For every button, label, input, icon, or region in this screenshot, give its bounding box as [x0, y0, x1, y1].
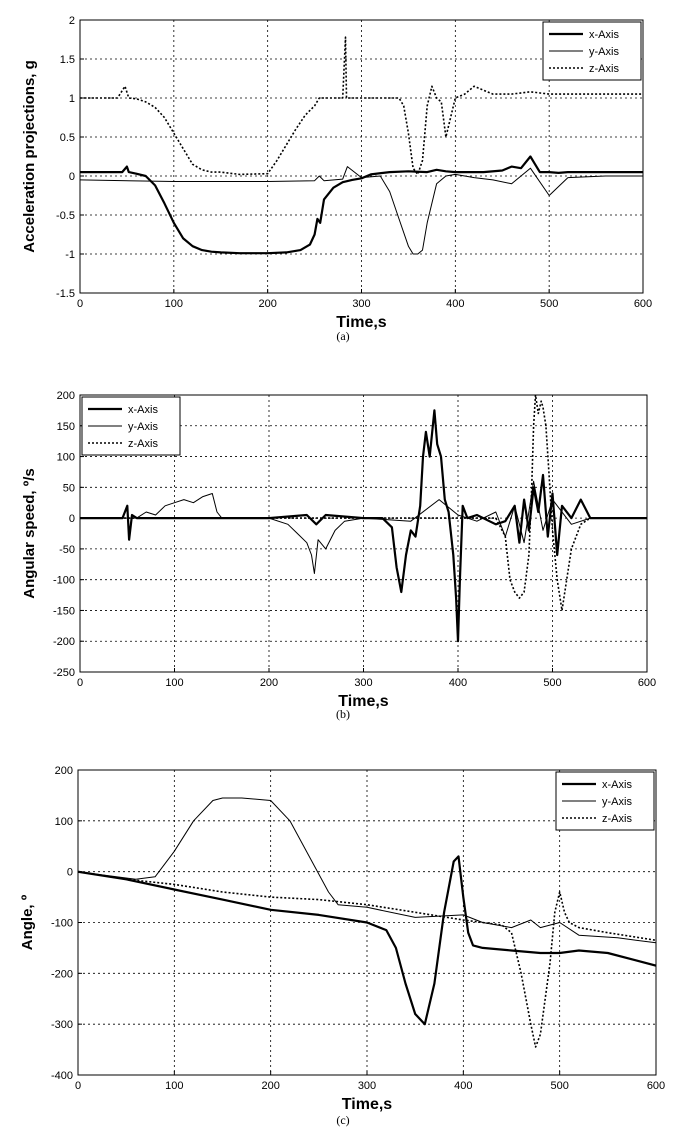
legend: x-Axis y-Axis z-Axis [555, 771, 655, 831]
panel-caption: (a) [336, 329, 349, 343]
legend-label: y-Axis [589, 46, 619, 58]
x-axis-label: Time,s [336, 314, 387, 331]
y-tick-label: -50 [59, 544, 75, 556]
x-tick-label: 300 [354, 677, 372, 689]
legend: x-Axis y-Axis z-Axis [81, 396, 181, 456]
x-tick-label: 0 [77, 677, 83, 689]
y-tick-label: 0 [69, 513, 75, 525]
x-tick-label: 500 [543, 677, 561, 689]
y-tick-label: -1 [65, 249, 75, 261]
x-tick-label: 500 [540, 298, 558, 310]
x-tick-label: 600 [634, 298, 652, 310]
series-line-zaxis [80, 395, 647, 612]
y-tick-label: -300 [51, 1019, 73, 1031]
y-tick-label: -400 [51, 1070, 73, 1082]
y-tick-label: 0.5 [60, 132, 75, 144]
y-tick-label: 150 [57, 421, 75, 433]
legend-label: x-Axis [128, 404, 158, 416]
x-axis-label: Time,s [338, 693, 389, 710]
y-tick-label: -1.5 [56, 288, 75, 300]
x-tick-label: 100 [165, 677, 183, 689]
legend-label: x-Axis [602, 779, 632, 791]
series-line-yaxis [80, 166, 643, 255]
x-tick-label: 400 [454, 1080, 472, 1092]
legend-label: y-Axis [128, 421, 158, 433]
series-line-zaxis [80, 36, 643, 176]
y-tick-label: 1.5 [60, 54, 75, 66]
legend-label: z-Axis [128, 438, 158, 450]
x-tick-label: 500 [550, 1080, 568, 1092]
y-tick-label: 200 [57, 390, 75, 402]
x-tick-label: 200 [260, 677, 278, 689]
legend: x-Axis y-Axis z-Axis [542, 21, 642, 81]
y-tick-label: -100 [53, 575, 75, 587]
y-axis-label: Angle, º [19, 894, 36, 950]
y-axis-label: Angular speed, º/s [21, 468, 38, 599]
y-tick-label: 100 [57, 452, 75, 464]
series-line-xaxis [78, 855, 656, 1026]
legend-label: y-Axis [602, 796, 632, 808]
y-tick-label: -200 [53, 636, 75, 648]
y-tick-label: -200 [51, 968, 73, 980]
x-tick-label: 300 [352, 298, 370, 310]
chart-3: 0 100 200 300 400 500 600 -400 -300 -200 -100 0 100 2… [19, 765, 665, 1127]
y-tick-label: -250 [53, 667, 75, 679]
x-axis-label: Time,s [342, 1096, 393, 1113]
legend-label: z-Axis [589, 63, 619, 75]
chart-1: 0 100 200 300 400 500 600 -1.5 -1 -0.5 0 0.5 1 1.5 2 Ti… [21, 15, 652, 343]
y-axis-label: Acceleration projections, g [21, 60, 38, 253]
legend-label: x-Axis [589, 29, 619, 41]
x-tick-label: 600 [638, 677, 656, 689]
y-tick-label: 200 [55, 765, 73, 777]
x-tick-label: 600 [647, 1080, 665, 1092]
y-tick-label: 1 [69, 93, 75, 105]
series-line-xaxis [80, 155, 643, 255]
chart-2: 0 100 200 300 400 500 600 -250 -200 -150 -100 -50 0 5… [21, 390, 656, 721]
x-tick-label: 0 [75, 1080, 81, 1092]
y-tick-label: 50 [63, 482, 75, 494]
series-line-yaxis [80, 480, 647, 574]
y-tick-label: 2 [69, 15, 75, 27]
panel-caption: (b) [336, 707, 350, 721]
y-tick-label: 0 [69, 171, 75, 183]
x-tick-label: 200 [261, 1080, 279, 1092]
panel-caption: (c) [336, 1113, 349, 1127]
x-tick-label: 200 [258, 298, 276, 310]
x-tick-label: 100 [165, 298, 183, 310]
x-tick-label: 100 [165, 1080, 183, 1092]
x-tick-label: 300 [358, 1080, 376, 1092]
x-tick-label: 400 [449, 677, 467, 689]
x-tick-label: 0 [77, 298, 83, 310]
y-tick-label: 100 [55, 816, 73, 828]
y-tick-label: -150 [53, 605, 75, 617]
series-line-zaxis [78, 870, 656, 1048]
x-tick-label: 400 [446, 298, 464, 310]
y-tick-label: 0 [67, 867, 73, 879]
y-tick-label: -100 [51, 918, 73, 930]
series-line-xaxis [80, 409, 647, 643]
series-line-yaxis [78, 797, 656, 944]
y-tick-label: -0.5 [56, 210, 75, 222]
legend-label: z-Axis [602, 813, 632, 825]
